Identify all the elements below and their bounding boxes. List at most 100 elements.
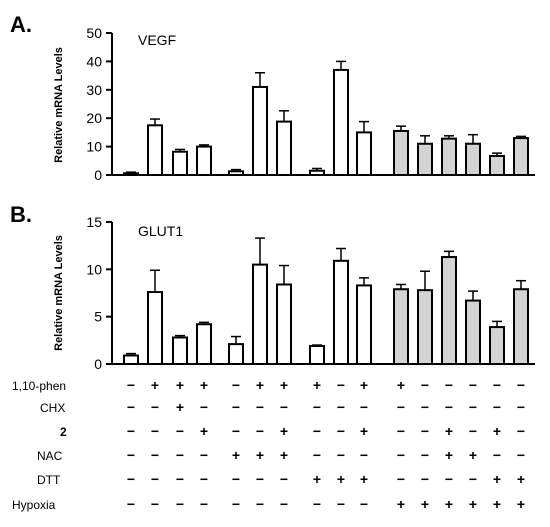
plus-mark-hypoxia: + xyxy=(445,496,453,512)
panel-b-bar xyxy=(356,284,372,365)
plus-mark-2: + xyxy=(200,423,208,439)
minus-mark-2: − xyxy=(313,423,321,439)
minus-mark-dtt: − xyxy=(200,471,208,487)
minus-mark-1-10-phen: − xyxy=(337,377,345,393)
plus-mark-1-10-phen: + xyxy=(280,377,288,393)
condition-label-chx: CHX xyxy=(40,401,65,415)
panel-b-y-tick-label: 15 xyxy=(86,214,102,230)
minus-mark-1-10-phen: − xyxy=(517,377,525,393)
panel-b-bar xyxy=(196,323,212,365)
minus-mark-dtt: − xyxy=(256,471,264,487)
plus-mark-2: + xyxy=(360,423,368,439)
panel-a-y-tick-label: 20 xyxy=(86,110,102,126)
panel-a-y-tick-label: 40 xyxy=(86,53,102,69)
minus-mark-nac: − xyxy=(200,447,208,463)
panel-a-bar xyxy=(513,137,529,176)
plus-mark-hypoxia: + xyxy=(397,496,405,512)
minus-mark-chx: − xyxy=(256,399,264,415)
panel-a-bar xyxy=(252,85,268,176)
minus-mark-nac: − xyxy=(176,447,184,463)
minus-mark-dtt: − xyxy=(280,471,288,487)
panel-a-y-tick-label: 50 xyxy=(86,25,102,41)
minus-mark-hypoxia: − xyxy=(313,496,321,512)
condition-label-nac: NAC xyxy=(37,449,63,463)
minus-mark-2: − xyxy=(232,423,240,439)
minus-mark-dtt: − xyxy=(127,471,135,487)
plus-mark-1-10-phen: + xyxy=(176,377,184,393)
minus-mark-nac: − xyxy=(127,447,135,463)
minus-mark-1-10-phen: − xyxy=(127,377,135,393)
minus-mark-chx: − xyxy=(232,399,240,415)
panel-b-bar xyxy=(333,259,349,365)
minus-mark-dtt: − xyxy=(445,471,453,487)
minus-mark-2: − xyxy=(127,423,135,439)
minus-mark-hypoxia: − xyxy=(200,496,208,512)
condition-row-2: 2 − − − + − − + − − + − − + − + − xyxy=(60,423,525,439)
plus-mark-hypoxia: + xyxy=(493,496,501,512)
minus-mark-chx: − xyxy=(313,399,321,415)
condition-label-1-10-phen: 1,10-phen xyxy=(12,379,66,393)
minus-mark-chx: − xyxy=(151,399,159,415)
plus-mark-chx: + xyxy=(176,399,184,415)
plus-mark-hypoxia: + xyxy=(517,496,525,512)
minus-mark-hypoxia: − xyxy=(127,496,135,512)
minus-mark-chx: − xyxy=(421,399,429,415)
condition-row-dtt: DTT − − − − − − − + + + − − − − + + xyxy=(37,471,525,487)
panel-a-title: VEGF xyxy=(138,32,176,48)
minus-mark-hypoxia: − xyxy=(176,496,184,512)
minus-mark-dtt: − xyxy=(397,471,405,487)
plus-mark-2: + xyxy=(280,423,288,439)
panel-b-y-tick-label: 0 xyxy=(94,356,102,372)
minus-mark-chx: − xyxy=(397,399,405,415)
plus-mark-1-10-phen: + xyxy=(397,377,405,393)
panel-b-y-tick-label: 10 xyxy=(86,261,102,277)
minus-mark-nac: − xyxy=(337,447,345,463)
plus-mark-2: + xyxy=(493,423,501,439)
condition-table: 1,10-phen − + + + − + + + − + + − − − − − CHX − − + − − − − − −… xyxy=(12,377,525,512)
minus-mark-chx: − xyxy=(280,399,288,415)
minus-mark-dtt: − xyxy=(232,471,240,487)
minus-mark-2: − xyxy=(397,423,405,439)
panel-b-bar xyxy=(441,256,457,366)
panel-a-bar xyxy=(393,129,409,176)
panel-a-y-tick-label: 10 xyxy=(86,139,102,155)
panel-b-bar xyxy=(417,289,433,365)
plus-mark-1-10-phen: + xyxy=(313,377,321,393)
condition-label-2: 2 xyxy=(60,425,67,439)
minus-mark-nac: − xyxy=(517,447,525,463)
panel-b-bars xyxy=(123,237,529,366)
plus-mark-1-10-phen: + xyxy=(360,377,368,393)
plus-mark-nac: + xyxy=(469,447,477,463)
minus-mark-nac: − xyxy=(421,447,429,463)
condition-label-hypoxia: Hypoxia xyxy=(12,498,56,512)
condition-label-dtt: DTT xyxy=(37,473,61,487)
minus-mark-dtt: − xyxy=(176,471,184,487)
plus-mark-dtt: + xyxy=(337,471,345,487)
plus-mark-dtt: + xyxy=(493,471,501,487)
minus-mark-hypoxia: − xyxy=(151,496,159,512)
plus-mark-nac: + xyxy=(232,447,240,463)
plus-mark-dtt: + xyxy=(360,471,368,487)
panel-b-bar xyxy=(465,299,481,365)
minus-mark-1-10-phen: − xyxy=(232,377,240,393)
panel-b-bar xyxy=(252,263,268,366)
panel-a-bar xyxy=(465,142,481,176)
minus-mark-hypoxia: − xyxy=(360,496,368,512)
plus-mark-dtt: + xyxy=(313,471,321,487)
minus-mark-hypoxia: − xyxy=(280,496,288,512)
minus-mark-dtt: − xyxy=(151,471,159,487)
minus-mark-2: − xyxy=(517,423,525,439)
panel-b-bar xyxy=(147,291,163,366)
minus-mark-2: − xyxy=(469,423,477,439)
panel-a-letter: A. xyxy=(10,12,32,37)
panel-a-bar xyxy=(441,137,457,176)
minus-mark-chx: − xyxy=(445,399,453,415)
minus-mark-dtt: − xyxy=(421,471,429,487)
minus-mark-1-10-phen: − xyxy=(445,377,453,393)
plus-mark-nac: + xyxy=(256,447,264,463)
panel-a-bar xyxy=(196,145,212,177)
plus-mark-dtt: + xyxy=(517,471,525,487)
minus-mark-nac: − xyxy=(151,447,159,463)
panel-b-y-tick-label: 5 xyxy=(94,309,102,325)
panel-b-bar xyxy=(228,343,244,365)
